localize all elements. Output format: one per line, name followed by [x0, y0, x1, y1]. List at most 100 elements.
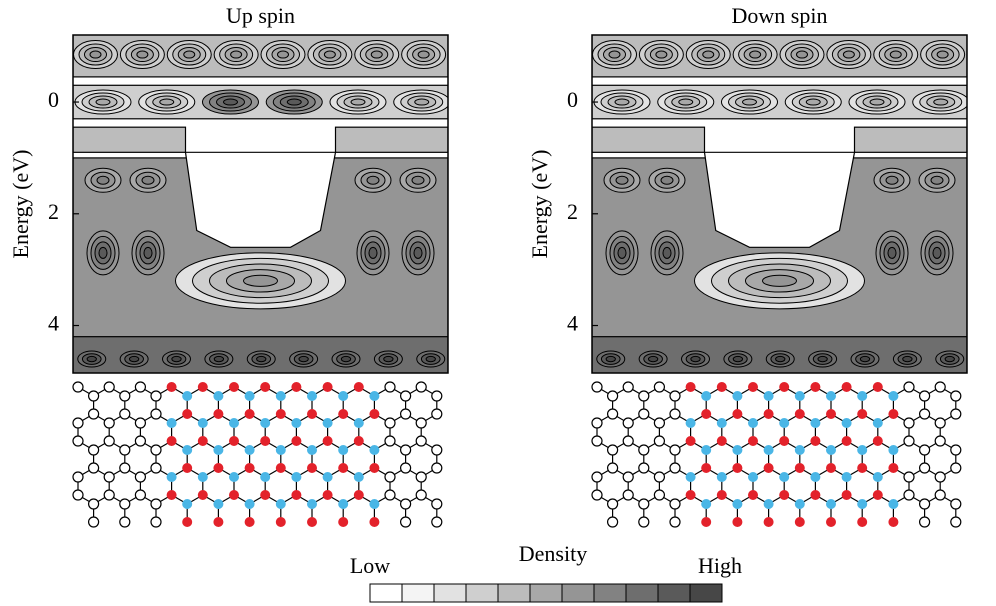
contour-line — [287, 99, 301, 105]
contour-line — [129, 356, 138, 361]
contour-band — [336, 127, 449, 152]
atom — [764, 391, 774, 401]
atom — [213, 463, 223, 473]
atom — [920, 517, 930, 527]
atom — [401, 391, 411, 401]
contour-line — [244, 275, 278, 286]
atom — [73, 472, 83, 482]
atom — [151, 499, 161, 509]
atom — [416, 436, 426, 446]
atom — [401, 463, 411, 473]
contour-line — [142, 176, 154, 184]
atom — [686, 418, 696, 428]
atom — [416, 472, 426, 482]
atom — [307, 517, 317, 527]
contour-line — [886, 176, 898, 184]
contour-line — [663, 247, 671, 258]
atom — [873, 436, 883, 446]
atom — [167, 382, 177, 392]
contour-line — [384, 356, 393, 361]
figure: Density Low High Up spinEnergy (eV)024Do… — [0, 0, 996, 606]
atom — [385, 490, 395, 500]
atom — [213, 517, 223, 527]
atom — [338, 409, 348, 419]
atom — [120, 517, 130, 527]
atom — [416, 382, 426, 392]
atom — [229, 472, 239, 482]
panel-title: Down spin — [732, 3, 828, 28]
atom — [873, 472, 883, 482]
contour-line — [743, 99, 757, 105]
atom — [89, 517, 99, 527]
contour-line — [903, 356, 912, 361]
contour-line — [818, 356, 827, 361]
atom — [592, 490, 602, 500]
contour-line — [184, 51, 195, 58]
y-tick-label: 0 — [48, 87, 59, 112]
atom — [764, 445, 774, 455]
atom — [951, 517, 961, 527]
atom — [842, 382, 852, 392]
atom — [245, 463, 255, 473]
atom — [323, 418, 333, 428]
atom — [779, 490, 789, 500]
colorbar-box — [498, 584, 530, 602]
atom — [291, 436, 301, 446]
atom — [135, 436, 145, 446]
atom — [608, 445, 618, 455]
atom — [104, 490, 114, 500]
y-tick-label: 4 — [48, 311, 59, 336]
atom — [291, 490, 301, 500]
atom — [920, 409, 930, 419]
atom — [686, 490, 696, 500]
atom — [670, 499, 680, 509]
contour-line — [661, 176, 673, 184]
atom — [182, 445, 192, 455]
atom — [608, 463, 618, 473]
contour-line — [931, 176, 943, 184]
atom — [73, 418, 83, 428]
atom — [213, 409, 223, 419]
atom — [826, 391, 836, 401]
contour-line — [414, 247, 422, 258]
colorbar-low-label: Low — [350, 553, 390, 578]
atom — [198, 418, 208, 428]
atom — [826, 499, 836, 509]
contour-line — [257, 356, 266, 361]
atom — [151, 463, 161, 473]
contour-line — [324, 51, 335, 58]
atom — [307, 499, 317, 509]
contour-line — [351, 99, 365, 105]
atom — [276, 463, 286, 473]
atom — [779, 418, 789, 428]
colorbar-title: Density — [519, 541, 587, 566]
atom — [670, 463, 680, 473]
contour-line — [648, 356, 657, 361]
contour-line — [369, 247, 377, 258]
atom — [151, 391, 161, 401]
atom — [89, 463, 99, 473]
atom — [135, 472, 145, 482]
atom — [935, 418, 945, 428]
atom — [904, 418, 914, 428]
atom — [307, 391, 317, 401]
atom — [764, 517, 774, 527]
atom — [701, 517, 711, 527]
contour-line — [231, 51, 242, 58]
colorbar-box — [466, 584, 498, 602]
atom — [592, 382, 602, 392]
atom — [354, 418, 364, 428]
atom — [151, 445, 161, 455]
panel-title: Up spin — [226, 3, 295, 28]
lattice — [73, 382, 442, 527]
y-tick-label: 2 — [48, 199, 59, 224]
atom — [904, 382, 914, 392]
atom — [920, 463, 930, 473]
atom — [369, 463, 379, 473]
y-axis-label: Energy (eV) — [8, 150, 33, 259]
atom — [416, 490, 426, 500]
atom — [670, 391, 680, 401]
atom — [888, 517, 898, 527]
atom — [245, 517, 255, 527]
atom — [873, 418, 883, 428]
